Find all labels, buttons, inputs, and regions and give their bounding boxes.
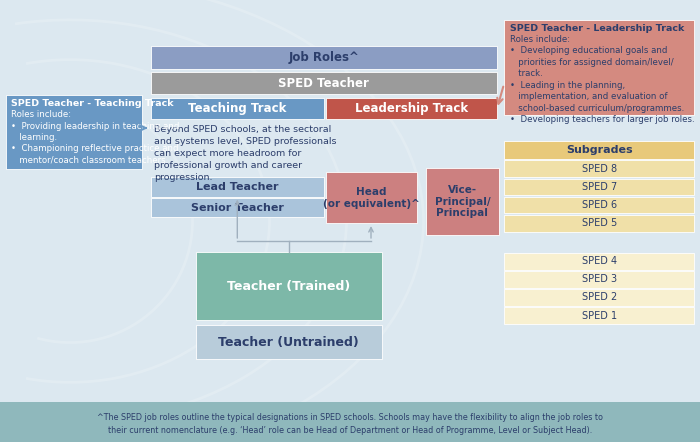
- Text: SPED 1: SPED 1: [582, 311, 617, 320]
- Text: Senior Teacher: Senior Teacher: [191, 203, 284, 213]
- FancyBboxPatch shape: [504, 307, 694, 324]
- Text: Roles include:
•  Providing leadership in teaching and
   learning.
•  Championi: Roles include: • Providing leadership in…: [11, 110, 180, 165]
- FancyBboxPatch shape: [150, 72, 497, 94]
- Text: Job Roles^: Job Roles^: [288, 50, 359, 64]
- Text: SPED Teacher - Teaching Track: SPED Teacher - Teaching Track: [11, 99, 174, 108]
- FancyBboxPatch shape: [150, 198, 324, 217]
- Text: SPED 4: SPED 4: [582, 256, 617, 266]
- Text: Teaching Track: Teaching Track: [188, 102, 286, 115]
- Text: ^The SPED job roles outline the typical designations in SPED schools. Schools ma: ^The SPED job roles outline the typical …: [97, 413, 603, 435]
- Text: Teacher (Trained): Teacher (Trained): [227, 280, 351, 293]
- Text: SPED Teacher: SPED Teacher: [279, 76, 369, 90]
- FancyBboxPatch shape: [150, 177, 324, 197]
- Text: Leadership Track: Leadership Track: [355, 102, 468, 115]
- Text: Subgrades: Subgrades: [566, 145, 633, 155]
- Text: Vice-
Principal/
Principal: Vice- Principal/ Principal: [435, 185, 490, 218]
- Text: Roles include:
•  Developing educational goals and
   priorities for assigned do: Roles include: • Developing educational …: [510, 35, 694, 124]
- FancyBboxPatch shape: [426, 168, 499, 235]
- FancyBboxPatch shape: [504, 215, 694, 232]
- Text: SPED 7: SPED 7: [582, 182, 617, 192]
- FancyBboxPatch shape: [0, 402, 700, 442]
- Text: Lead Teacher: Lead Teacher: [196, 182, 279, 192]
- FancyBboxPatch shape: [504, 271, 694, 288]
- FancyBboxPatch shape: [196, 252, 382, 320]
- FancyBboxPatch shape: [504, 253, 694, 270]
- Text: SPED 8: SPED 8: [582, 164, 617, 174]
- Text: Head
(or equivalent)^: Head (or equivalent)^: [323, 187, 419, 209]
- Text: SPED 2: SPED 2: [582, 293, 617, 302]
- FancyBboxPatch shape: [196, 325, 382, 359]
- FancyBboxPatch shape: [504, 197, 694, 213]
- FancyBboxPatch shape: [504, 20, 694, 115]
- FancyBboxPatch shape: [504, 179, 694, 195]
- FancyBboxPatch shape: [326, 172, 416, 223]
- FancyBboxPatch shape: [504, 141, 694, 159]
- FancyBboxPatch shape: [6, 95, 142, 169]
- FancyBboxPatch shape: [150, 46, 497, 69]
- FancyBboxPatch shape: [326, 98, 497, 119]
- FancyBboxPatch shape: [504, 160, 694, 177]
- FancyBboxPatch shape: [504, 289, 694, 306]
- Text: Teacher (Untrained): Teacher (Untrained): [218, 335, 359, 349]
- Text: SPED 5: SPED 5: [582, 218, 617, 228]
- Text: SPED 6: SPED 6: [582, 200, 617, 210]
- FancyBboxPatch shape: [150, 98, 324, 119]
- Text: SPED 3: SPED 3: [582, 274, 617, 284]
- Text: SPED Teacher - Leadership Track: SPED Teacher - Leadership Track: [510, 24, 684, 33]
- Text: Beyond SPED schools, at the sectoral
and systems level, SPED professionals
can e: Beyond SPED schools, at the sectoral and…: [154, 125, 337, 182]
